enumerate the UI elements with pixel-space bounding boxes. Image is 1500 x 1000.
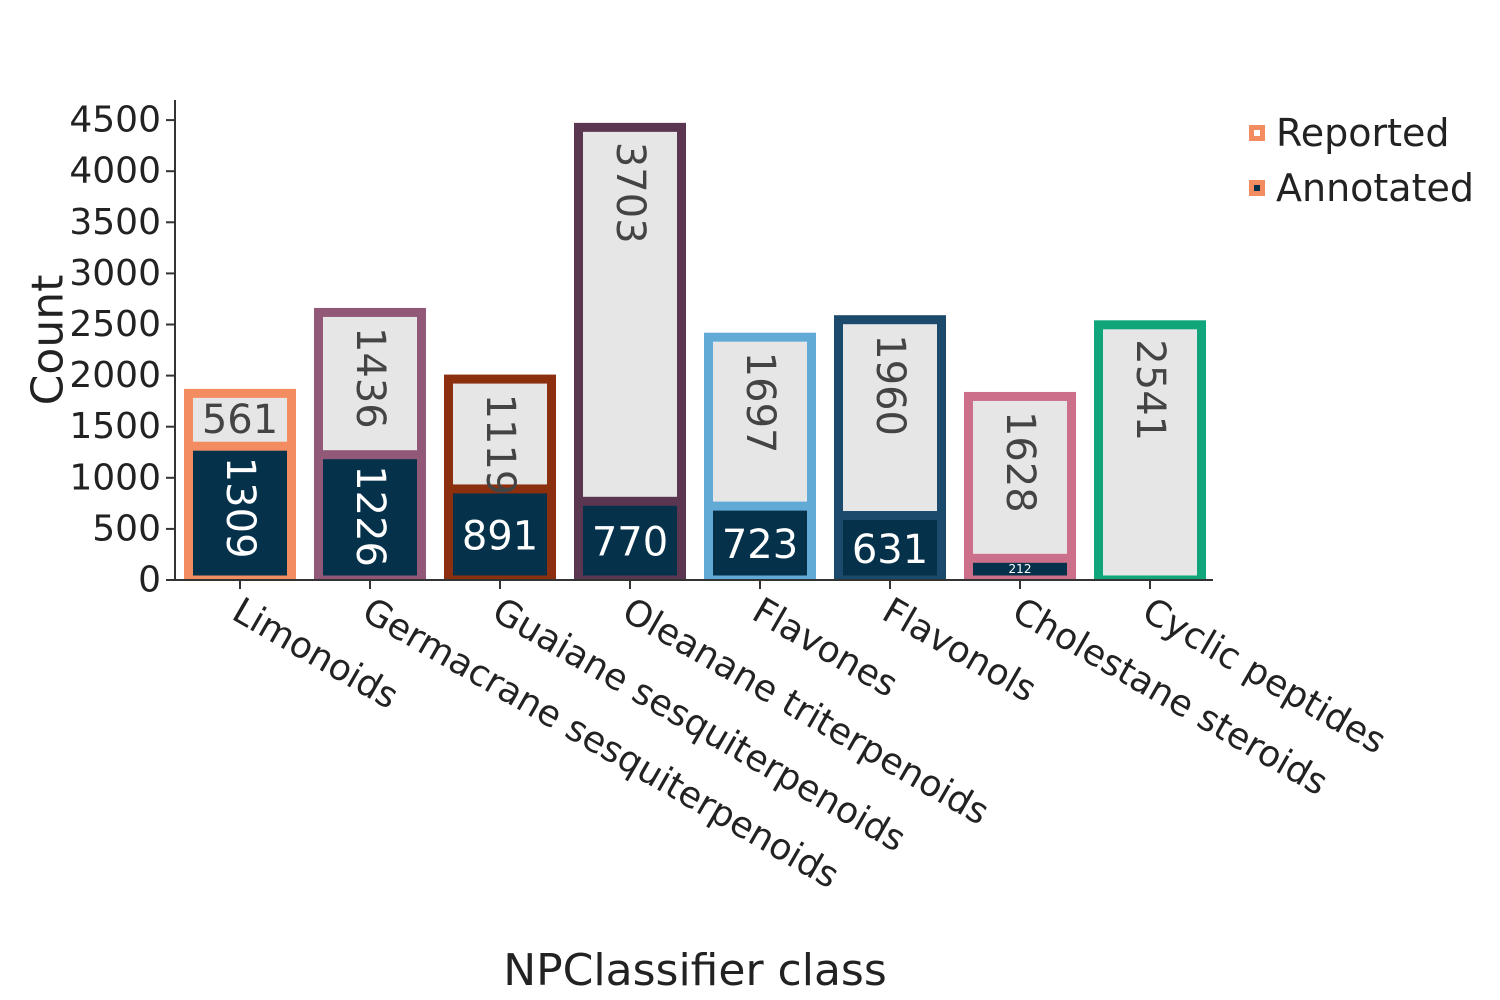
value-label-annotated-5: 631 [852, 527, 928, 573]
value-label-reported-1: 1436 [347, 327, 393, 429]
value-labels-group: 561 1309 1436 1226 1119 891 3703 770 1697 723 1960… [202, 142, 1173, 576]
y-tick-label-4: 2000 [69, 355, 161, 396]
value-label-reported-4: 1697 [737, 352, 783, 454]
y-axis: 0 500 1000 1500 2000 2500 3000 3500 4000 4500 [69, 100, 176, 601]
bar-reported-7 [1103, 329, 1197, 576]
bar-annotated-1 [323, 459, 417, 576]
x-axis-title: NPClassifier class [503, 945, 887, 996]
bar-annotated-2 [453, 493, 547, 576]
bar-annotated-6 [973, 562, 1067, 576]
legend: Reported Annotated [1249, 111, 1474, 210]
value-label-annotated-0: 1309 [217, 457, 263, 559]
value-label-reported-7: 2541 [1127, 339, 1173, 441]
value-label-reported-6: 1628 [997, 411, 1043, 513]
legend-marker-inner-reported [1254, 130, 1260, 136]
y-tick-label-2: 1000 [69, 457, 161, 498]
value-label-reported-2: 1119 [477, 394, 523, 496]
value-label-reported-0: 561 [202, 397, 278, 443]
bar-reported-5 [843, 324, 937, 512]
y-axis-title: Count [23, 275, 74, 406]
legend-marker-inner-annotated [1254, 185, 1260, 191]
bar-annotated-4 [713, 510, 807, 576]
y-tick-label-3: 1500 [69, 406, 161, 447]
value-label-annotated-1: 1226 [347, 465, 393, 567]
legend-label-reported: Reported [1276, 111, 1449, 155]
bars-group [184, 122, 1206, 580]
bar-reported-1 [323, 316, 417, 451]
y-tick-label-1: 500 [92, 508, 161, 549]
y-tick-label-5: 2500 [69, 304, 161, 345]
y-tick-label-9: 4500 [69, 100, 161, 141]
value-label-reported-3: 3703 [607, 142, 653, 244]
bar-reported-6 [973, 400, 1067, 554]
y-tick-label-7: 3500 [69, 202, 161, 243]
y-tick-label-6: 3000 [69, 253, 161, 294]
y-tick-label-8: 4000 [69, 151, 161, 192]
bar-annotated-3 [583, 505, 677, 576]
value-label-reported-5: 1960 [867, 334, 913, 436]
bar-annotated-0 [193, 450, 287, 576]
legend-label-annotated: Annotated [1276, 166, 1474, 210]
bar-reported-3 [583, 131, 677, 497]
value-label-annotated-4: 723 [722, 522, 798, 568]
bar-reported-0 [193, 397, 287, 442]
value-label-annotated-3: 770 [592, 520, 668, 566]
bar-annotated-5 [843, 520, 937, 576]
bar-reported-2 [453, 383, 547, 485]
value-label-annotated-2: 891 [462, 513, 538, 559]
y-tick-label-0: 0 [138, 560, 161, 601]
value-label-annotated-6: 212 [1009, 562, 1032, 576]
bar-reported-4 [713, 341, 807, 502]
